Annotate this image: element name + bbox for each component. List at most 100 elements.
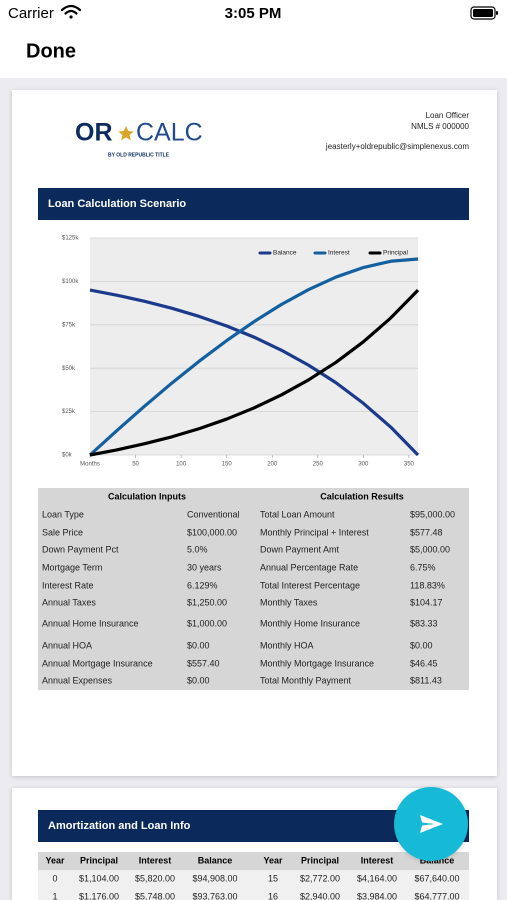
x-tick-label: 250: [313, 462, 324, 468]
table-cell: Mortgage Term: [42, 562, 102, 572]
series-line: [89, 288, 420, 457]
table-cell: $577.48: [410, 527, 443, 537]
series-line: [89, 288, 420, 457]
table-cell: 0: [52, 873, 57, 883]
table-cell: $5,000.00: [410, 544, 450, 554]
table-cell: Monthly Taxes: [260, 597, 318, 607]
table-cell: 30 years: [187, 562, 222, 572]
table-cell: Total Loan Amount: [260, 509, 335, 519]
officer: Loan Officer: [426, 111, 470, 120]
plot-area: [90, 238, 418, 455]
table-cell: Annual HOA: [42, 640, 92, 650]
section-title: Amortization and Loan Info: [48, 820, 191, 832]
send-button[interactable]: [394, 787, 468, 861]
y-tick-label: $50k: [62, 366, 76, 372]
x-tick-label: Months: [80, 462, 100, 468]
y-tick-label: $25k: [62, 409, 76, 415]
x-tick-label: 50: [132, 462, 139, 468]
amort-header-bg: [38, 852, 469, 870]
table-header: Interest: [139, 855, 172, 865]
table-cell: 6.129%: [187, 580, 218, 590]
table-cell: 1: [52, 891, 57, 900]
section-bar: [38, 188, 469, 220]
table-cell: Annual Mortgage Insurance: [42, 658, 153, 668]
table-cell: $0.00: [410, 640, 433, 650]
table-cell: $3,984.00: [357, 891, 397, 900]
x-tick-label: 150: [222, 462, 233, 468]
table-cell: $64,777.00: [414, 891, 459, 900]
table-header: Calculation Inputs: [108, 491, 186, 501]
table-cell: $0.00: [187, 675, 210, 685]
table-cell: $5,820.00: [135, 873, 175, 883]
table-cell: Monthly Home Insurance: [260, 618, 360, 628]
y-tick-label: $100k: [62, 279, 79, 285]
table-cell: Monthly HOA: [260, 640, 314, 650]
calc-table: Calculation Inputs Calculation Results Loa…: [42, 491, 455, 685]
email: jeasterly+oldrepublic@simplenexus.com: [325, 142, 469, 151]
table-cell: 16: [268, 891, 278, 900]
table-header: Principal: [80, 855, 118, 865]
table-cell: $94,908.00: [192, 873, 237, 883]
nmls: NMLS # 000000: [411, 122, 469, 131]
table-cell: Annual Percentage Rate: [260, 562, 358, 572]
table-cell: Monthly Principal + Interest: [260, 527, 369, 537]
done-button[interactable]: Done: [26, 40, 76, 62]
table-cell: Annual Home Insurance: [42, 618, 139, 628]
table-cell: $46.45: [410, 658, 438, 668]
chart: $0k $25k $50k $75k $100k $125k Months 50 100 150 2…: [62, 236, 420, 468]
table-cell: Conventional: [187, 509, 240, 519]
table-cell: 6.75%: [410, 562, 436, 572]
table-cell: $557.40: [187, 658, 220, 668]
table-cell: $1,104.00: [79, 873, 119, 883]
table-cell: $1,176.00: [79, 891, 119, 900]
table-cell: $5,748.00: [135, 891, 175, 900]
table-cell: Total Monthly Payment: [260, 675, 352, 685]
table-cell: $2,772.00: [300, 873, 340, 883]
clock: 3:05 PM: [225, 5, 282, 22]
table-header: Year: [263, 855, 283, 865]
battery-icon: [470, 6, 498, 20]
table-cell: 15: [268, 873, 278, 883]
logo-right: CALC: [136, 119, 203, 147]
x-tick-label: 350: [404, 462, 415, 468]
table-cell: Down Payment Pct: [42, 544, 119, 554]
table-cell: $2,940.00: [300, 891, 340, 900]
wifi-icon: [60, 4, 82, 19]
table-cell: Sale Price: [42, 527, 83, 537]
logo-star: [118, 126, 134, 141]
calc-table-bg: [38, 488, 469, 690]
legend-label: Balance: [273, 250, 297, 257]
table-cell: Monthly Mortgage Insurance: [260, 658, 374, 668]
table-cell: Annual Expenses: [42, 675, 113, 685]
table-header: Calculation Results: [320, 491, 404, 501]
legend-label: Interest: [328, 250, 350, 257]
table-cell: $95,000.00: [410, 509, 455, 519]
section-title: Loan Calculation Scenario: [48, 198, 186, 210]
table-cell: $83.33: [410, 618, 438, 628]
table-cell: $811.43: [410, 675, 442, 685]
table-cell: 5.0%: [187, 544, 208, 554]
table-header: Balance: [198, 855, 233, 865]
y-tick-label: $0k: [62, 453, 73, 459]
table-cell: Loan Type: [42, 509, 84, 519]
x-tick-label: 200: [267, 462, 278, 468]
y-tick-label: $125k: [62, 236, 79, 242]
table-cell: 118.83%: [410, 580, 445, 590]
table-cell: Total Interest Percentage: [260, 580, 360, 590]
y-tick-label: $75k: [62, 322, 76, 328]
x-tick-label: 100: [176, 462, 187, 468]
table-cell: $67,640.00: [414, 873, 459, 883]
table-cell: $0.00: [187, 640, 210, 650]
table-header: Year: [45, 855, 65, 865]
table-cell: Down Payment Amt: [260, 544, 340, 554]
table-header: Interest: [361, 855, 394, 865]
table-cell: $1,000.00: [187, 618, 227, 628]
x-tick-label: 300: [358, 462, 369, 468]
table-cell: $1,250.00: [187, 597, 227, 607]
carrier: Carrier: [8, 5, 54, 22]
logo-left: OR: [75, 119, 113, 147]
series-line: [88, 257, 419, 457]
logo-sub: BY OLD REPUBLIC TITLE: [108, 152, 170, 158]
